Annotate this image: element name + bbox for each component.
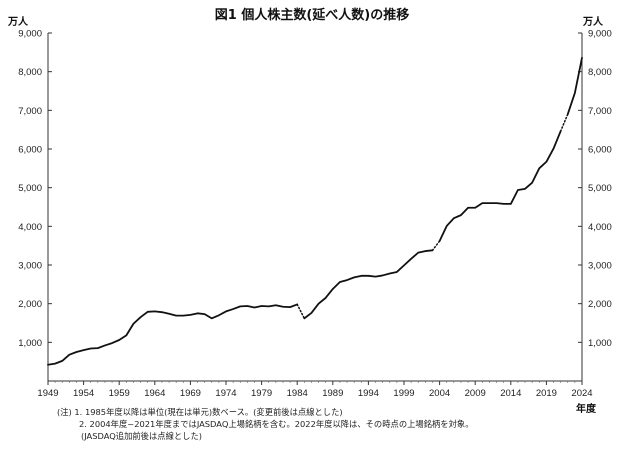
x-tick-label: 2019: [536, 388, 557, 399]
x-tick-label: 2024: [571, 388, 592, 399]
x-tick-label: 1974: [215, 388, 236, 399]
y-tick-label-right: 9,000: [588, 29, 612, 40]
x-tick-label: 1964: [144, 388, 165, 399]
y-tick-label-left: 7,000: [18, 106, 42, 117]
series-segment-solid: [566, 56, 583, 116]
footnote-3: (JASDAQ追加前後は点線とした): [81, 431, 202, 441]
footnote-2: 2. 2004年度~2021年度まではJASDAQ上場銘柄を含む。2022年度以…: [79, 419, 474, 429]
y-tick-label-right: 2,000: [588, 299, 612, 310]
axes: [47, 33, 583, 382]
series-segment-solid: [47, 303, 299, 366]
footnote-1: (注) 1. 1985年度以降は単位(現在は単元)数ベース。(変更前後は点線とし…: [57, 407, 343, 417]
y-tick-label-right: 8,000: [588, 67, 612, 78]
x-tick-label: 1979: [251, 388, 272, 399]
y-ticks-right: 1,000 2,000 3,000 4,000 5,000 6,000 7,000 8,000…: [578, 29, 612, 349]
x-tick-label: 2004: [429, 388, 450, 399]
x-tick-label: 1969: [180, 388, 201, 399]
y-tick-label-left: 9,000: [18, 29, 42, 40]
y-tick-label-right: 1,000: [588, 338, 612, 349]
y-tick-label-left: 4,000: [18, 222, 42, 233]
y-tick-label-right: 3,000: [588, 261, 612, 272]
y-tick-label-right: 6,000: [588, 145, 612, 156]
x-tick-label: 2009: [465, 388, 486, 399]
x-tick-label: 1994: [358, 388, 379, 399]
y-unit-right: 万人: [582, 15, 604, 28]
series-segment-dotted: [431, 240, 441, 252]
series-line: [47, 56, 583, 366]
x-ticks: 1949 1954 1959 1964 1969 1974 1979 1984 1989 1994…: [37, 381, 593, 399]
series-segment-dotted: [559, 113, 569, 132]
y-tick-label-right: 5,000: [588, 183, 612, 194]
y-tick-label-left: 2,000: [18, 299, 42, 310]
x-tick-label: 2014: [500, 388, 521, 399]
y-tick-label-right: 7,000: [588, 106, 612, 117]
y-tick-label-left: 5,000: [18, 183, 42, 194]
series-segment-solid: [303, 249, 434, 320]
series-segment-dotted: [296, 303, 306, 320]
y-ticks-left: 1,000 2,000 3,000 4,000 5,000 6,000 7,000 8,000…: [18, 29, 52, 349]
y-unit-left: 万人: [7, 15, 29, 28]
y-tick-label-left: 8,000: [18, 67, 42, 78]
y-tick-label-left: 1,000: [18, 338, 42, 349]
footnotes: (注) 1. 1985年度以降は単位(現在は単元)数ベース。(変更前後は点線とし…: [57, 406, 474, 442]
y-tick-label-right: 4,000: [588, 222, 612, 233]
x-tick-label: 1989: [322, 388, 343, 399]
x-tick-label: 1999: [393, 388, 414, 399]
y-tick-label-left: 3,000: [18, 261, 42, 272]
x-tick-label: 1959: [109, 388, 130, 399]
chart-title: 図1 個人株主数(延べ人数)の推移: [215, 7, 409, 23]
y-tick-label-left: 6,000: [18, 145, 42, 156]
x-tick-label: 1984: [287, 388, 308, 399]
x-tick-label: 1954: [73, 388, 94, 399]
x-tick-label: 1949: [37, 388, 58, 399]
x-unit-label: 年度: [576, 402, 597, 415]
series-segment-solid: [438, 130, 562, 242]
